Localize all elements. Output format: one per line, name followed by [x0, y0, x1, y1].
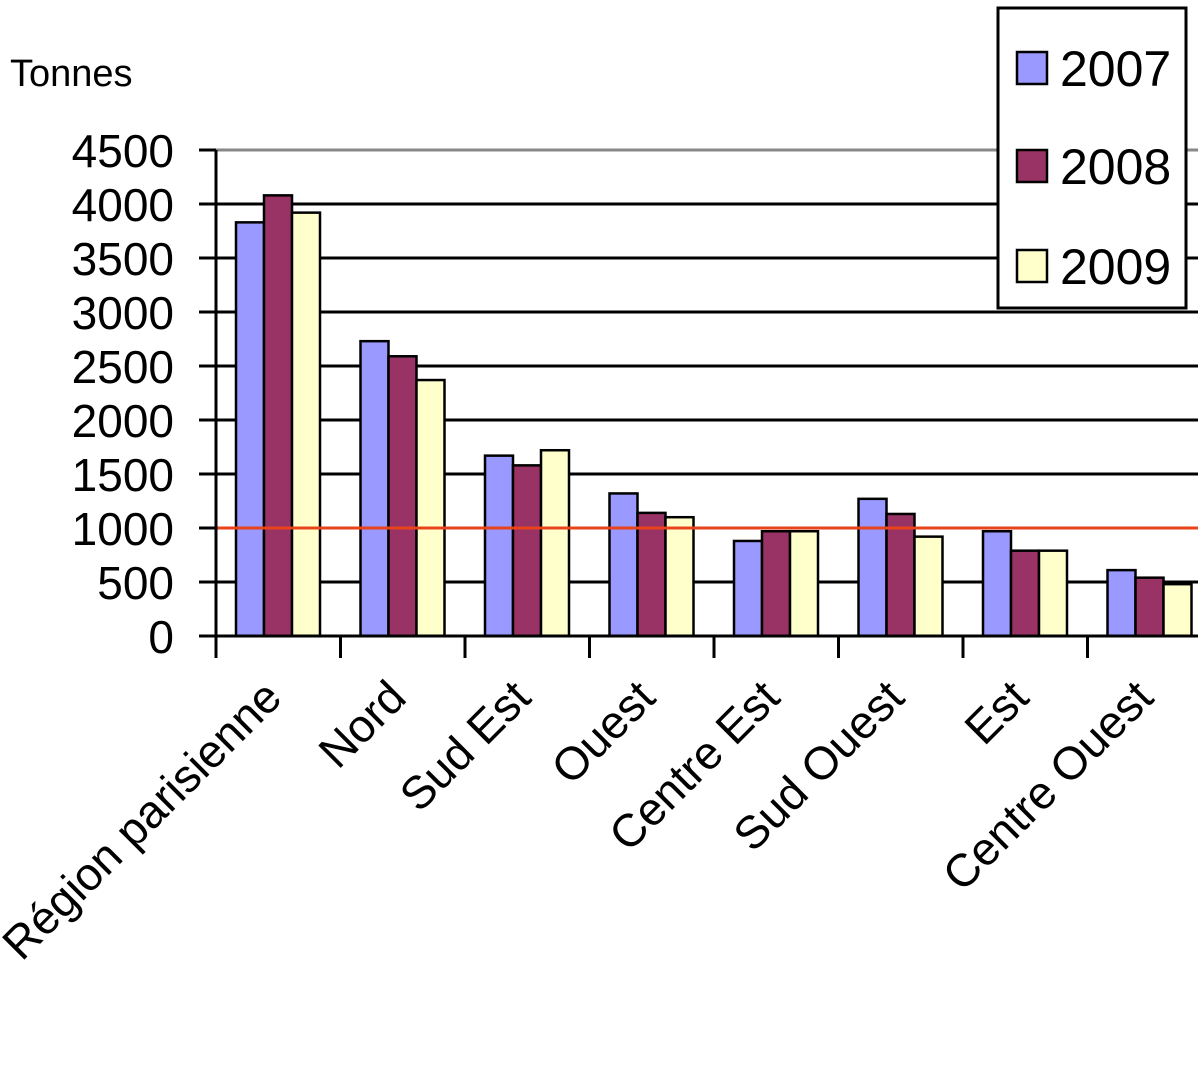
y-tick-label-2500: 2500	[72, 341, 174, 393]
bar-2008-2	[387, 355, 418, 638]
y-tick-label-0: 0	[148, 611, 174, 663]
y-tick-label-4000: 4000	[72, 179, 174, 231]
y-tick-label-3500: 3500	[72, 233, 174, 285]
bar-2008-7	[1009, 549, 1041, 638]
bar-2007-4	[608, 492, 639, 638]
bar-2009-2	[415, 378, 446, 638]
bar-2008-5	[760, 529, 792, 638]
y-axis-unit-label: Tonnes	[10, 53, 133, 95]
axes	[199, 148, 1198, 658]
legend-swatch-2008	[1015, 148, 1049, 184]
category-label-1: Région parisienne	[0, 670, 291, 969]
legend-label-2007: 2007	[1060, 41, 1171, 97]
bars	[234, 194, 1193, 638]
bar-2007-6	[857, 497, 888, 638]
bar-2008-6	[885, 512, 916, 638]
y-tick-label-2000: 2000	[72, 395, 174, 447]
legend-label-2008: 2008	[1060, 139, 1171, 195]
bar-2007-8	[1106, 568, 1137, 638]
bar-2009-6	[913, 535, 944, 638]
y-tick-label-1000: 1000	[72, 503, 174, 555]
y-tick-label-4500: 4500	[72, 125, 174, 177]
bar-2009-1	[290, 211, 322, 638]
category-label-2: Nord	[308, 670, 415, 777]
bar-2007-1	[234, 221, 266, 638]
legend-swatch-2009	[1015, 248, 1049, 284]
legend-swatch-2007	[1015, 50, 1049, 86]
bar-2009-8	[1162, 582, 1193, 638]
category-label-3: Sud Est	[389, 670, 540, 821]
bar-2008-1	[262, 194, 294, 638]
bar-2007-5	[732, 539, 764, 638]
bar-2009-7	[1037, 549, 1069, 638]
bar-2008-8	[1134, 576, 1165, 638]
legend: 2007 2008 2009	[996, 6, 1188, 310]
bar-2009-5	[788, 529, 820, 638]
y-tick-label-3000: 3000	[72, 287, 174, 339]
y-tick-label-500: 500	[97, 557, 174, 609]
bar-2007-3	[483, 454, 515, 638]
bar-2008-4	[636, 511, 667, 638]
bar-2007-7	[981, 529, 1013, 638]
bar-2007-2	[359, 339, 390, 638]
legend-label-2009: 2009	[1060, 239, 1171, 295]
y-tick-label-1500: 1500	[72, 449, 174, 501]
bar-2009-4	[664, 515, 695, 638]
bar-2009-3	[539, 448, 571, 638]
category-label-7: Est	[954, 670, 1038, 754]
bar-2008-3	[511, 464, 543, 638]
